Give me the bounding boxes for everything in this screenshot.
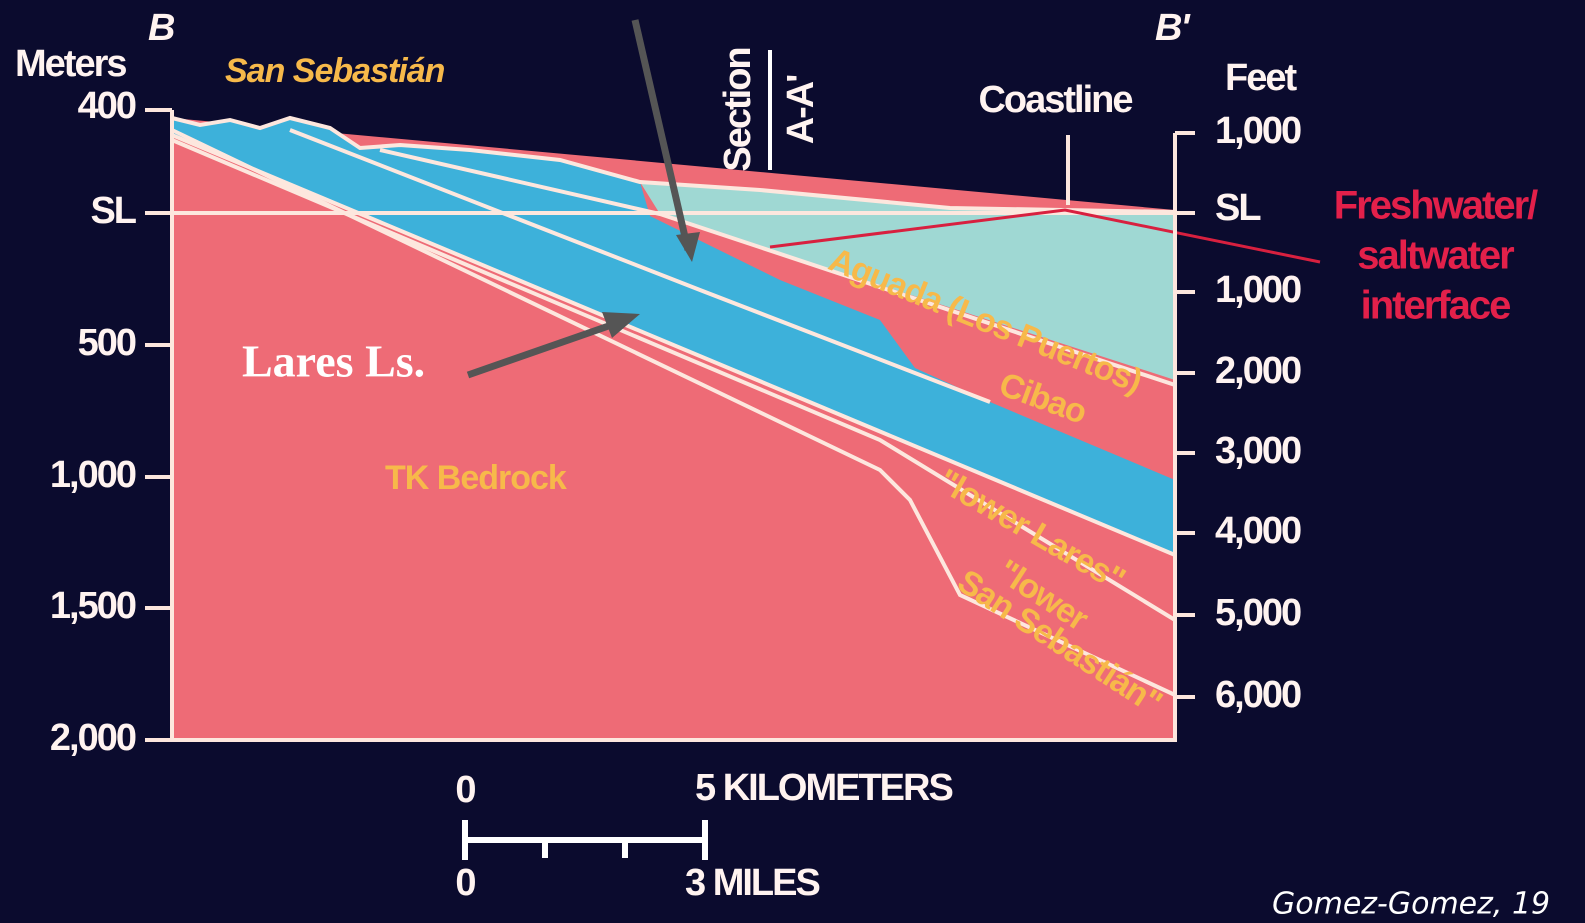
right-tick-label: 1,000 bbox=[1215, 269, 1301, 311]
right-tick-label: 2,000 bbox=[1215, 350, 1301, 392]
scale-bar bbox=[465, 820, 705, 860]
right-tick-label: 3,000 bbox=[1215, 430, 1301, 472]
section-label: A-A' bbox=[780, 75, 822, 145]
right-tick-label: 6,000 bbox=[1215, 674, 1301, 716]
right-tick-label: 4,000 bbox=[1215, 510, 1301, 552]
axis-title: Meters bbox=[15, 43, 126, 85]
interface-label: saltwater bbox=[1357, 234, 1514, 278]
left-tick-label: 400 bbox=[78, 85, 136, 127]
scale-label: 5 KILOMETERS bbox=[695, 767, 952, 809]
left-tick-label: SL bbox=[90, 190, 136, 232]
credit: Gomez-Gomez, 19 bbox=[1272, 887, 1550, 922]
left-tick-label: 500 bbox=[78, 322, 136, 364]
point-label: B bbox=[148, 7, 175, 49]
axis-title: Feet bbox=[1225, 57, 1297, 99]
left-tick-label: 1,500 bbox=[50, 585, 136, 627]
left-tick-label: 2,000 bbox=[50, 717, 136, 759]
lares-label: Lares Ls. bbox=[242, 336, 425, 387]
bedrock-label: TK Bedrock bbox=[385, 459, 567, 497]
left-tick-label: 1,000 bbox=[50, 454, 136, 496]
interface-label: Freshwater/ bbox=[1334, 184, 1538, 228]
interface-label: interface bbox=[1361, 284, 1510, 328]
scale-label: 0 bbox=[455, 769, 475, 811]
scale-label: 0 bbox=[455, 862, 475, 904]
layer-label: San Sebastián bbox=[225, 52, 445, 90]
section-label: Section bbox=[717, 48, 759, 171]
right-tick-label: SL bbox=[1215, 187, 1261, 229]
coastline-label: Coastline bbox=[978, 79, 1132, 121]
right-tick-label: 1,000 bbox=[1215, 110, 1301, 152]
scale-label: 3 MILES bbox=[685, 862, 819, 904]
right-tick-label: 5,000 bbox=[1215, 592, 1301, 634]
point-label: B' bbox=[1155, 7, 1191, 49]
cross-section: 400 SL 500 1,000 1,500 2,000 1,000 SL 1,000 2,000… bbox=[0, 0, 1585, 923]
